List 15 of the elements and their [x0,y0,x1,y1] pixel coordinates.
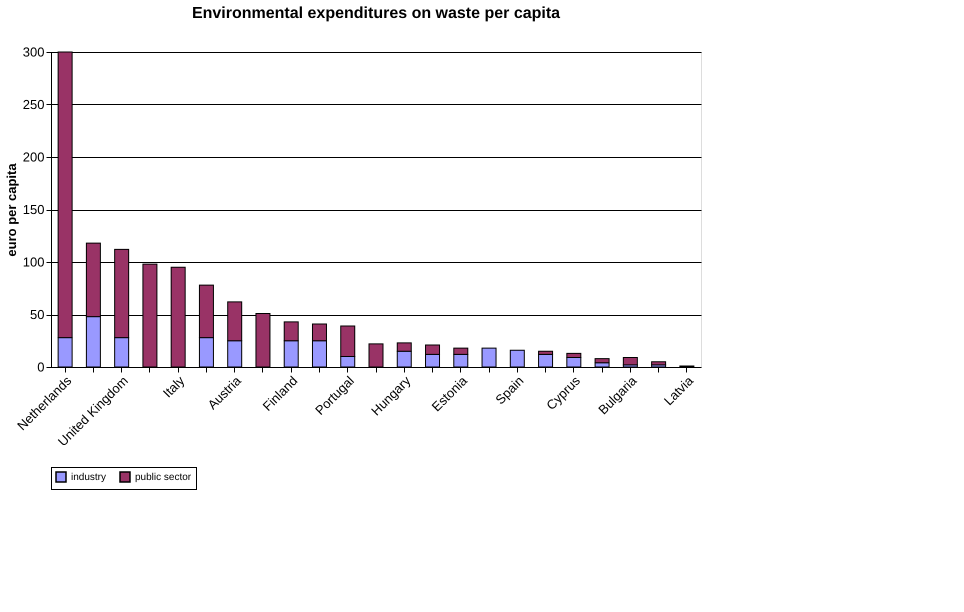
y-tick-label: 100 [22,254,44,270]
y-tick-label: 250 [22,97,44,112]
bar [651,361,666,366]
legend-label: industry [71,472,106,483]
y-tick-label: 150 [22,202,44,217]
bar [622,357,638,366]
y-tick-label: 300 [22,44,44,60]
y-tick-label: 0 [37,360,44,374]
y-tick-label: 50 [30,307,44,322]
y-tick-label: 200 [22,150,44,164]
x-tick-label: Italy [160,372,188,401]
y-axis-title: euro per capita [4,162,19,257]
chart-title: Environmental expenditures on waste per capita [192,5,560,22]
legend-label: public sector [135,472,192,483]
bar [594,358,610,364]
